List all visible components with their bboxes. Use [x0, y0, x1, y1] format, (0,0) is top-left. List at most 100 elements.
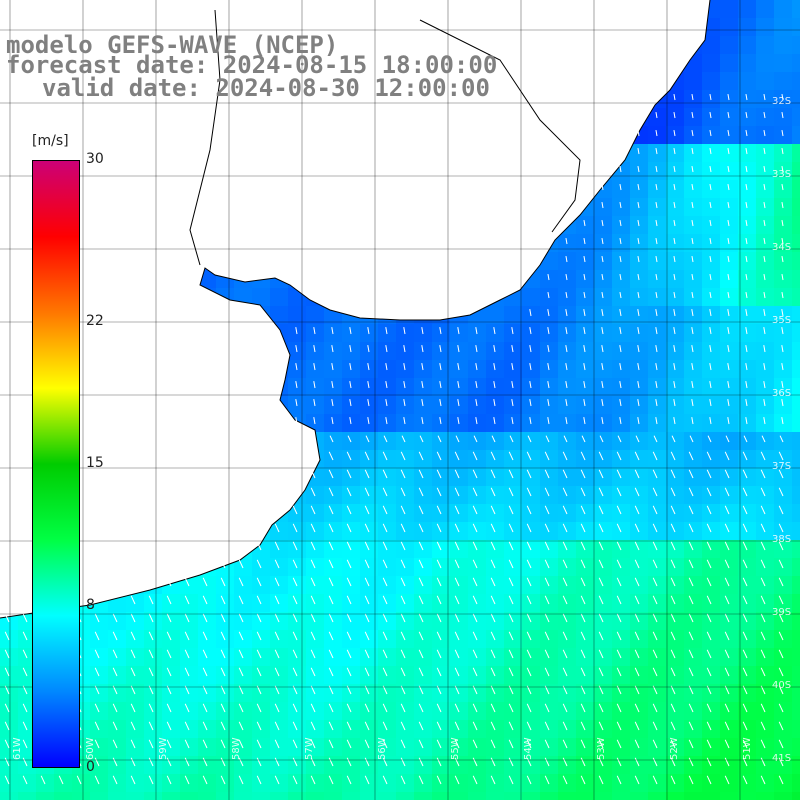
wind-arrow	[292, 631, 298, 641]
wind-arrow	[367, 327, 370, 335]
wind-arrow	[4, 739, 10, 749]
wind-arrow	[293, 435, 298, 443]
wind-arrow	[688, 505, 694, 515]
wind-arrow	[148, 703, 154, 713]
wind-arrow	[781, 94, 784, 101]
wind-arrow	[292, 541, 298, 551]
wind-arrow	[760, 703, 766, 713]
wind-arrow	[400, 775, 406, 785]
wind-arrow	[493, 363, 496, 371]
wind-arrow	[526, 559, 532, 569]
wind-arrow	[292, 703, 298, 713]
wind-arrow	[778, 775, 784, 785]
wind-arrow	[364, 649, 370, 659]
wind-arrow	[418, 613, 424, 623]
wind-arrow	[634, 523, 640, 533]
wind-arrow	[418, 595, 424, 605]
wind-arrow	[436, 577, 442, 587]
latitude-label: 41S	[772, 753, 792, 764]
wind-arrow	[220, 667, 226, 677]
speed-cell	[756, 792, 774, 800]
wind-arrow	[562, 595, 568, 605]
wind-arrow	[454, 595, 460, 605]
wind-arrow	[220, 523, 226, 533]
wind-arrow	[310, 775, 316, 785]
wind-arrow	[382, 775, 388, 785]
speed-cell	[792, 612, 800, 630]
wind-arrow	[673, 327, 676, 335]
wind-arrow	[742, 487, 748, 497]
wind-arrow	[58, 775, 64, 785]
wind-arrow	[583, 345, 586, 353]
wind-arrow	[472, 649, 478, 659]
wind-arrow	[112, 739, 118, 749]
wind-arrow	[706, 613, 712, 623]
wind-arrow	[220, 775, 226, 785]
latitude-label: 35S	[772, 315, 792, 326]
speed-cell	[234, 792, 252, 800]
wind-arrow	[490, 505, 496, 515]
wind-arrow	[760, 667, 766, 677]
wind-arrow	[673, 148, 676, 155]
wind-arrow	[637, 345, 640, 353]
wind-arrow	[256, 649, 262, 659]
wind-arrow	[688, 775, 694, 785]
wind-arrow	[745, 274, 748, 281]
wind-arrow	[400, 469, 406, 479]
speed-cell	[792, 198, 800, 216]
wind-arrow	[328, 649, 334, 659]
wind-arrow	[763, 148, 766, 155]
wind-arrow	[688, 739, 694, 749]
wind-arrow	[601, 220, 604, 227]
wind-arrow	[779, 435, 784, 443]
wind-arrow	[634, 559, 640, 569]
wind-arrow	[601, 256, 604, 263]
longitude-label: 61W	[12, 737, 23, 760]
wind-arrow	[364, 667, 370, 677]
wind-arrow	[616, 505, 622, 515]
wind-arrow	[652, 667, 658, 677]
wind-arrow	[655, 292, 658, 299]
wind-arrow	[328, 577, 334, 587]
wind-arrow	[4, 703, 10, 713]
wind-arrow	[526, 721, 532, 731]
wind-arrow	[655, 417, 658, 425]
wind-arrow	[454, 739, 460, 749]
wind-arrow	[475, 345, 478, 353]
wind-arrow	[763, 130, 766, 137]
wind-arrow	[727, 327, 730, 335]
wind-arrow	[382, 469, 388, 479]
wind-arrow	[652, 703, 658, 713]
wind-arrow	[634, 505, 640, 515]
wind-arrow	[727, 309, 730, 317]
valid-date: valid date: 2024-08-30 12:00:00	[42, 74, 490, 102]
wind-arrow	[382, 595, 388, 605]
speed-cell	[792, 36, 800, 54]
wind-arrow	[673, 220, 676, 227]
wind-arrow	[202, 757, 208, 767]
wind-arrow	[436, 649, 442, 659]
wind-arrow	[184, 577, 190, 587]
wind-arrow	[709, 399, 712, 407]
wind-arrow	[544, 739, 550, 749]
wind-arrow	[310, 559, 316, 569]
wind-arrow	[673, 94, 676, 101]
land-mask	[0, 0, 710, 618]
wind-arrow	[619, 292, 622, 299]
wind-arrow	[328, 541, 334, 551]
wind-arrow	[727, 166, 730, 173]
wind-arrow	[724, 451, 730, 461]
wind-arrow	[691, 363, 694, 371]
wind-arrow	[421, 345, 424, 353]
wind-arrow	[454, 559, 460, 569]
wind-arrow	[220, 595, 226, 605]
wind-arrow	[709, 309, 712, 317]
speed-cell	[378, 792, 396, 800]
wind-arrow	[328, 757, 334, 767]
wind-arrow	[382, 721, 388, 731]
wind-arrow	[473, 435, 478, 443]
wind-arrow	[778, 487, 784, 497]
wind-arrow	[580, 505, 586, 515]
wind-arrow	[781, 363, 784, 371]
wind-arrow	[526, 613, 532, 623]
